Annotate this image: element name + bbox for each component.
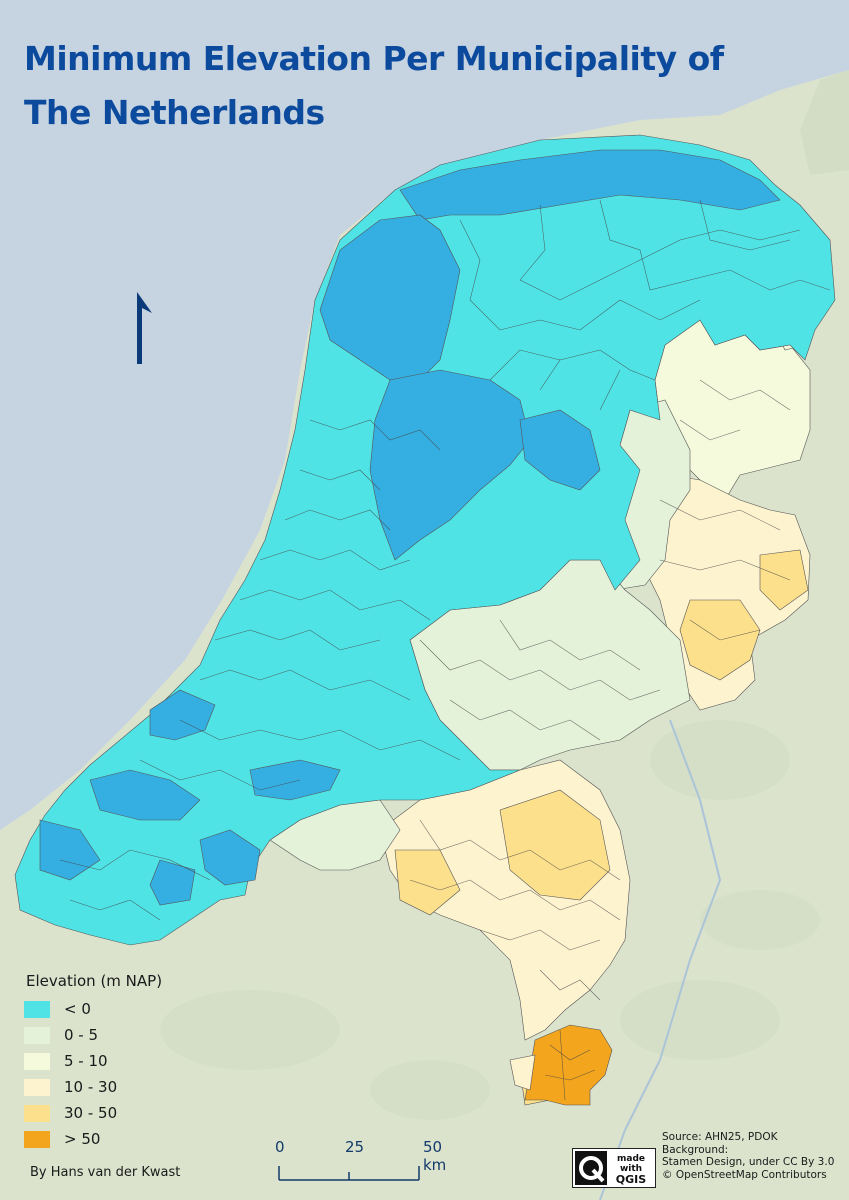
river: [599, 719, 722, 1200]
legend-label: 10 - 30: [64, 1078, 118, 1096]
deep-polders: [39, 149, 781, 906]
scale-label-0: 0: [275, 1138, 285, 1156]
attribution-stamen: Stamen Design, under CC By 3.0: [662, 1156, 835, 1168]
region-limburg-low: [509, 1054, 536, 1091]
legend-label: 0 - 5: [64, 1026, 99, 1044]
attribution-osm: © OpenStreetMap Contributors: [662, 1168, 827, 1181]
title-line-1: Minimum Elevation Per Municipality of: [24, 39, 724, 78]
municipality-borders: [59, 199, 831, 1101]
attribution-background: Background:: [662, 1143, 729, 1156]
legend-title: Elevation (m NAP): [26, 972, 163, 990]
legend: Elevation (m NAP) < 0 0 - 5 5 - 10 10 - …: [22, 972, 162, 1152]
attribution-source: Source: AHN25, PDOK: [662, 1131, 778, 1143]
legend-item: 5 - 10: [22, 1048, 162, 1074]
title-line-2: The Netherlands: [24, 93, 325, 132]
legend-swatch: [24, 1052, 50, 1070]
legend-swatch: [24, 1130, 50, 1148]
scale-bar-lines: [278, 1166, 420, 1181]
logo-text-qgis: QGIS: [616, 1173, 646, 1186]
region-below-zero: [14, 134, 836, 946]
scale-bar: 0 25 50 km: [270, 1138, 460, 1188]
qgis-logo: made with QGIS: [572, 1148, 656, 1188]
german-coast: [800, 70, 849, 175]
attribution: Source: AHN25, PDOK Background: Stamen D…: [662, 1131, 834, 1181]
legend-item: < 0: [22, 996, 162, 1022]
legend-swatch: [24, 1000, 50, 1018]
legend-item: 0 - 5: [22, 1022, 162, 1048]
legend-label: < 0: [64, 1000, 91, 1018]
landscape-texture: [160, 720, 820, 1120]
author-credit: By Hans van der Kwast: [30, 1165, 181, 1180]
scale-label-50: 50 km: [423, 1138, 447, 1174]
legend-label: > 50: [64, 1130, 101, 1148]
north-arrow-icon: [137, 292, 152, 364]
region-above-50: [524, 1024, 613, 1106]
logo-text-made: made: [617, 1154, 645, 1164]
legend-label: 5 - 10: [64, 1052, 108, 1070]
logo-text-with: with: [620, 1164, 642, 1174]
legend-item: 30 - 50: [22, 1100, 162, 1126]
legend-swatch: [24, 1026, 50, 1044]
legend-item: > 50: [22, 1126, 162, 1152]
legend-swatch: [24, 1104, 50, 1122]
legend-swatch: [24, 1078, 50, 1096]
qgis-icon: made with QGIS: [575, 1151, 646, 1186]
north-sea: [0, 0, 849, 830]
legend-item: 10 - 30: [22, 1074, 162, 1100]
scale-label-25: 25: [345, 1138, 365, 1156]
map-title: Minimum Elevation Per Municipality of Th…: [24, 32, 724, 140]
legend-label: 30 - 50: [64, 1104, 118, 1122]
